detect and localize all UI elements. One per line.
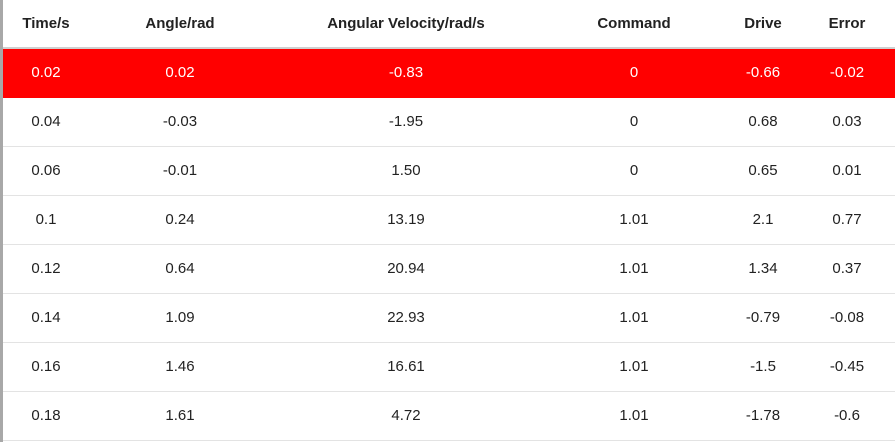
- cell-angle: -0.01: [89, 146, 271, 196]
- header-angle[interactable]: Angle/rad: [89, 0, 271, 49]
- cell-angle: 1.46: [89, 342, 271, 392]
- table-header-row: Time/s Angle/rad Angular Velocity/rad/s …: [3, 0, 895, 49]
- cell-command: 1.01: [541, 342, 727, 392]
- cell-drive: -1.78: [727, 391, 799, 441]
- cell-error: 0.01: [799, 146, 895, 196]
- cell-command: 1.01: [541, 244, 727, 294]
- header-drive[interactable]: Drive: [727, 0, 799, 49]
- cell-angular-velocity: -0.83: [271, 48, 541, 98]
- cell-drive: 0.68: [727, 97, 799, 147]
- cell-angle: -0.03: [89, 97, 271, 147]
- cell-time: 0.06: [3, 146, 89, 196]
- cell-drive: -1.5: [727, 342, 799, 392]
- table-row[interactable]: 0.14 1.09 22.93 1.01 -0.79 -0.08: [3, 293, 895, 343]
- cell-angle: 1.61: [89, 391, 271, 441]
- cell-drive: -0.66: [727, 48, 799, 98]
- cell-error: 0.77: [799, 195, 895, 245]
- cell-time: 0.16: [3, 342, 89, 392]
- cell-angular-velocity: 13.19: [271, 195, 541, 245]
- cell-drive: -0.79: [727, 293, 799, 343]
- cell-error: -0.02: [799, 48, 895, 98]
- cell-time: 0.04: [3, 97, 89, 147]
- cell-command: 1.01: [541, 293, 727, 343]
- cell-angle: 1.09: [89, 293, 271, 343]
- cell-error: -0.08: [799, 293, 895, 343]
- cell-drive: 0.65: [727, 146, 799, 196]
- cell-command: 1.01: [541, 391, 727, 441]
- cell-time: 0.1: [3, 195, 89, 245]
- header-error[interactable]: Error: [799, 0, 895, 49]
- cell-time: 0.14: [3, 293, 89, 343]
- cell-angle: 0.64: [89, 244, 271, 294]
- cell-drive: 1.34: [727, 244, 799, 294]
- cell-time: 0.18: [3, 391, 89, 441]
- cell-error: -0.45: [799, 342, 895, 392]
- data-table: Time/s Angle/rad Angular Velocity/rad/s …: [3, 0, 895, 441]
- cell-time: 0.02: [3, 48, 89, 98]
- cell-command: 0: [541, 97, 727, 147]
- cell-command: 0: [541, 146, 727, 196]
- cell-command: 1.01: [541, 195, 727, 245]
- cell-command: 0: [541, 48, 727, 98]
- header-time[interactable]: Time/s: [3, 0, 89, 49]
- cell-angular-velocity: 4.72: [271, 391, 541, 441]
- table-row[interactable]: 0.16 1.46 16.61 1.01 -1.5 -0.45: [3, 342, 895, 392]
- table-row[interactable]: 0.06 -0.01 1.50 0 0.65 0.01: [3, 146, 895, 196]
- header-command[interactable]: Command: [541, 0, 727, 49]
- cell-error: 0.03: [799, 97, 895, 147]
- cell-error: 0.37: [799, 244, 895, 294]
- cell-error: -0.6: [799, 391, 895, 441]
- cell-angle: 0.02: [89, 48, 271, 98]
- table-row[interactable]: 0.04 -0.03 -1.95 0 0.68 0.03: [3, 97, 895, 147]
- cell-angle: 0.24: [89, 195, 271, 245]
- header-angular-velocity[interactable]: Angular Velocity/rad/s: [271, 0, 541, 49]
- cell-angular-velocity: 16.61: [271, 342, 541, 392]
- cell-angular-velocity: 22.93: [271, 293, 541, 343]
- cell-angular-velocity: -1.95: [271, 97, 541, 147]
- table-row[interactable]: 0.18 1.61 4.72 1.01 -1.78 -0.6: [3, 391, 895, 441]
- cell-angular-velocity: 20.94: [271, 244, 541, 294]
- table-row[interactable]: 0.12 0.64 20.94 1.01 1.34 0.37: [3, 244, 895, 294]
- table-row[interactable]: 0.02 0.02 -0.83 0 -0.66 -0.02: [3, 48, 895, 98]
- table-row[interactable]: 0.1 0.24 13.19 1.01 2.1 0.77: [3, 195, 895, 245]
- cell-drive: 2.1: [727, 195, 799, 245]
- cell-angular-velocity: 1.50: [271, 146, 541, 196]
- cell-time: 0.12: [3, 244, 89, 294]
